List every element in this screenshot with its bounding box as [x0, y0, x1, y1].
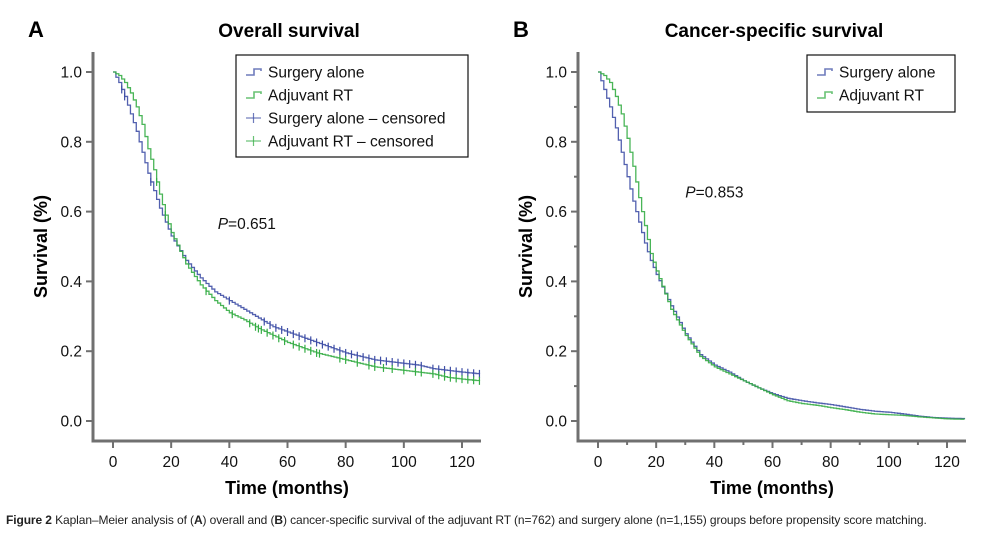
chart-title: Overall survival — [218, 21, 360, 42]
legend-step-icon — [817, 91, 833, 99]
x-tick-label: 0 — [109, 454, 118, 471]
panel-letter: A — [28, 17, 44, 42]
p-symbol: P — [685, 185, 696, 202]
legend: Surgery alone Adjuvant RT Surgery alone – … — [235, 54, 469, 158]
caption-label: Figure 2 — [6, 513, 52, 527]
chart-cancer-specific-survival: B Cancer-specific survival 0.0 0.2 0.4 0.6 0.8… — [513, 17, 966, 498]
y-tick-label: 0.6 — [545, 204, 567, 221]
legend-label: Adjuvant RT — [268, 88, 354, 105]
km-curve-adjuvant-rt — [598, 71, 966, 420]
x-tick-label: 80 — [822, 454, 840, 471]
x-tick-label: 20 — [163, 454, 181, 471]
y-tick-label: 0.8 — [545, 134, 567, 151]
legend-box — [235, 54, 469, 158]
x-tick-label: 60 — [764, 454, 782, 471]
caption-text: Kaplan–Meier analysis of (A) overall and… — [52, 513, 927, 527]
p-value-annotation: P=0.853 — [685, 185, 743, 202]
y-tick-label: 0.4 — [60, 274, 82, 291]
legend-step-icon — [246, 68, 262, 76]
y-tick-label: 0.8 — [60, 134, 82, 151]
figure-caption: Figure 2 Kaplan–Meier analysis of (A) ov… — [6, 512, 996, 529]
panel-b-cancer-specific-survival: B Cancer-specific survival 0.0 0.2 0.4 0.6 0.8… — [485, 0, 983, 505]
legend-label: Adjuvant RT — [839, 88, 925, 105]
caption-part: ) cancer-specific survival of the adjuva… — [282, 513, 927, 527]
x-axis-title: Time (months) — [225, 478, 349, 498]
y-axis-title: Survival (%) — [31, 195, 51, 298]
y-tick-label: 1.0 — [60, 65, 82, 82]
x-tick-label: 100 — [391, 454, 417, 471]
y-tick-label: 1.0 — [545, 65, 567, 82]
caption-part: Kaplan–Meier analysis of ( — [51, 513, 194, 527]
p-value: =0.651 — [228, 216, 276, 233]
x-tick-label: 20 — [648, 454, 666, 471]
x-axis-title: Time (months) — [710, 478, 834, 498]
legend-step-icon — [246, 91, 262, 99]
x-tick-label: 100 — [876, 454, 902, 471]
caption-part: ) overall and ( — [202, 513, 275, 527]
y-tick-label: 0.6 — [60, 204, 82, 221]
caption-part: A — [193, 513, 203, 527]
chart-overall-survival: A Overall survival 0.0 0.2 0.4 0.6 0.8 1.0 0 20 40… — [28, 17, 481, 498]
x-tick-label: 0 — [594, 454, 603, 471]
x-tick-label: 120 — [449, 454, 475, 471]
p-symbol: P — [218, 216, 229, 233]
y-tick-label: 0.4 — [545, 274, 567, 291]
x-tick-label: 40 — [706, 454, 724, 471]
p-value: =0.853 — [696, 185, 744, 202]
legend-label: Surgery alone – censored — [268, 111, 446, 128]
panel-a-overall-survival: A Overall survival 0.0 0.2 0.4 0.6 0.8 1.0 0 20 40… — [0, 0, 498, 505]
x-tick-label: 60 — [279, 454, 297, 471]
legend-step-icon — [817, 68, 833, 76]
legend-label: Adjuvant RT – censored — [268, 134, 434, 151]
x-tick-label: 40 — [221, 454, 239, 471]
km-curve-surgery-alone — [598, 71, 966, 420]
legend-label: Surgery alone — [268, 65, 365, 82]
y-tick-label: 0.0 — [60, 414, 82, 431]
caption-part: B — [274, 513, 283, 527]
panel-letter: B — [513, 17, 529, 42]
chart-title: Cancer-specific survival — [665, 21, 884, 42]
legend-label: Surgery alone — [839, 65, 936, 82]
legend: Surgery alone Adjuvant RT — [806, 54, 956, 113]
legend-box — [806, 54, 956, 113]
y-axis-title: Survival (%) — [516, 195, 536, 298]
y-tick-label: 0.0 — [545, 414, 567, 431]
p-value-annotation: P=0.651 — [218, 216, 276, 233]
km-curve-adjuvant-rt — [113, 71, 481, 382]
y-tick-label: 0.2 — [545, 344, 567, 361]
x-tick-label: 120 — [934, 454, 960, 471]
x-tick-label: 80 — [337, 454, 355, 471]
y-tick-label: 0.2 — [60, 344, 82, 361]
